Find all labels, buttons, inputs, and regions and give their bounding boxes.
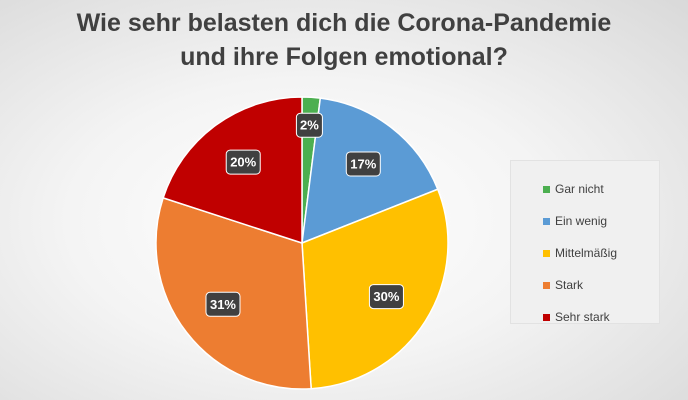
data-label-box [345, 151, 381, 177]
legend-swatch [543, 249, 550, 257]
data-label-text: 17% [350, 156, 376, 171]
legend-label: Stark [555, 278, 584, 292]
data-label-stark: 31% [205, 291, 241, 317]
legend-swatch [543, 313, 550, 321]
chart-title-line-2: und ihre Folgen emotional? [180, 43, 508, 71]
legend-label: Mittelmäßig [555, 246, 618, 260]
chart-title: Wie sehr belasten dich die Corona-Pandem… [0, 6, 688, 74]
legend-item-stark: Stark [511, 269, 659, 301]
data-label-text: 20% [230, 155, 256, 170]
chart-title-line-1: Wie sehr belasten dich die Corona-Pandem… [76, 9, 612, 37]
data-label-box [205, 291, 241, 317]
legend-item-gar-nicht: Gar nicht [511, 173, 659, 205]
data-label-text: 31% [210, 297, 236, 312]
pie-data-labels: 2% 17% 30% 31% 20% [205, 112, 404, 317]
data-label-gar-nicht: 2% [295, 112, 323, 138]
data-label-text: 30% [373, 289, 399, 304]
legend-swatch [543, 281, 550, 289]
data-label-mittelmaessig: 30% [368, 284, 404, 310]
pie-slices [155, 96, 449, 390]
data-label-sehr-stark: 20% [225, 149, 261, 175]
legend-item-mittelmaessig: Mittelmäßig [511, 237, 659, 269]
legend-label: Sehr stark [555, 310, 610, 324]
data-label-box [295, 112, 323, 138]
data-label-ein-wenig: 17% [345, 151, 381, 177]
legend-label: Ein wenig [555, 214, 608, 228]
legend-item-sehr-stark: Sehr stark [511, 301, 659, 333]
legend-item-ein-wenig: Ein wenig [511, 205, 659, 237]
legend-swatch [543, 185, 550, 193]
legend: Gar nicht Ein wenig Mittelmäßig Stark Se… [510, 160, 660, 324]
data-label-box [225, 149, 261, 175]
data-label-box [368, 284, 404, 310]
legend-label: Gar nicht [555, 182, 604, 196]
data-label-text: 2% [300, 118, 319, 133]
legend-swatch [543, 217, 550, 225]
